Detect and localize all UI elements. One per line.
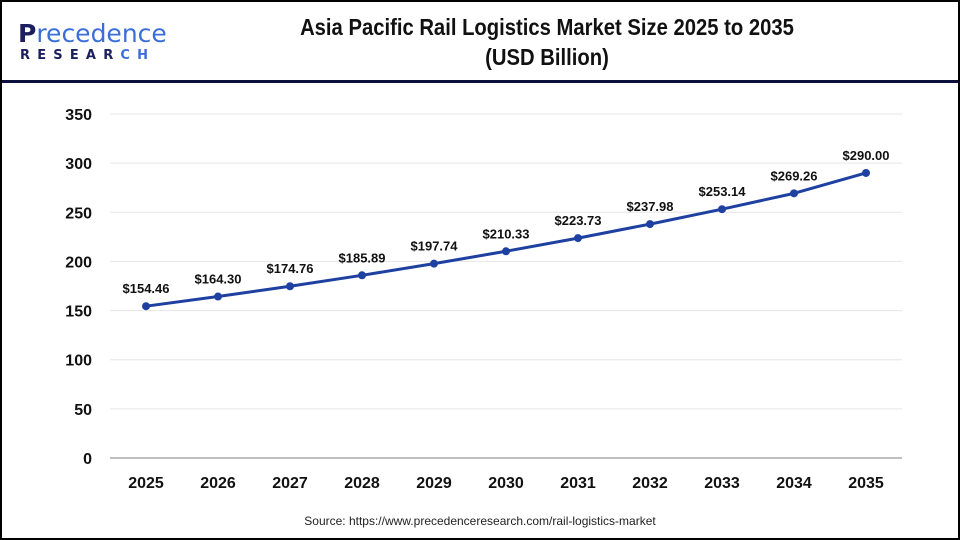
logo-subtitle: RESEARCH [20,49,155,63]
logo-initial: P [18,19,37,48]
x-tick-label: 2027 [272,475,308,492]
chart-title: Asia Pacific Rail Logistics Market Size … [270,12,824,72]
logo-subtitle-b: CH [120,48,156,63]
title-line-2: (USD Billion) [485,44,609,70]
data-label: $290.00 [843,148,890,163]
data-point-marker [286,282,294,291]
data-point-marker [358,271,366,280]
x-tick-label: 2025 [128,475,164,492]
y-tick-label: 250 [65,205,92,222]
x-tick-label: 2032 [632,475,668,492]
data-label: $185.89 [339,250,386,265]
data-label: $210.33 [483,226,530,241]
data-label: $174.76 [267,261,314,276]
precedence-research-logo: Precedence RESEARCH [18,20,168,65]
y-tick-label: 300 [65,156,92,173]
data-point-marker [430,259,438,268]
logo-wordmark-rest: recedence [36,19,167,48]
logo-subtitle-a: RESEAR [20,48,121,63]
header: Precedence RESEARCH Asia Pacific Rail Lo… [2,2,958,83]
data-label: $154.46 [123,281,170,296]
data-label: $253.14 [699,184,747,199]
x-tick-label: 2028 [344,475,380,492]
x-tick-label: 2034 [776,475,812,492]
x-tick-label: 2035 [848,475,884,492]
data-point-marker [790,189,798,198]
data-point-marker [646,220,654,229]
y-tick-label: 0 [83,451,92,468]
data-point-marker [718,205,726,214]
x-tick-label: 2033 [704,475,740,492]
data-point-marker [862,168,870,177]
data-point-marker [142,302,150,311]
data-label: $197.74 [411,239,459,254]
data-point-marker [502,247,510,256]
x-tick-label: 2026 [200,475,236,492]
x-tick-label: 2030 [488,475,524,492]
data-point-marker [574,234,582,243]
logo-wordmark: Precedence [18,20,167,48]
data-label: $237.98 [627,199,674,214]
y-tick-label: 100 [65,353,92,370]
source-note: Source: https://www.precedenceresearch.c… [304,514,656,528]
data-point-marker [214,292,222,301]
y-tick-label: 350 [65,107,92,124]
x-tick-label: 2029 [416,475,452,492]
y-tick-label: 200 [65,254,92,271]
data-label: $223.73 [555,213,602,228]
y-tick-label: 150 [65,304,92,321]
data-label: $164.30 [195,272,242,287]
data-label: $269.26 [771,168,818,183]
x-tick-label: 2031 [560,475,596,492]
title-line-1: Asia Pacific Rail Logistics Market Size … [300,14,794,40]
y-tick-label: 50 [74,402,92,419]
